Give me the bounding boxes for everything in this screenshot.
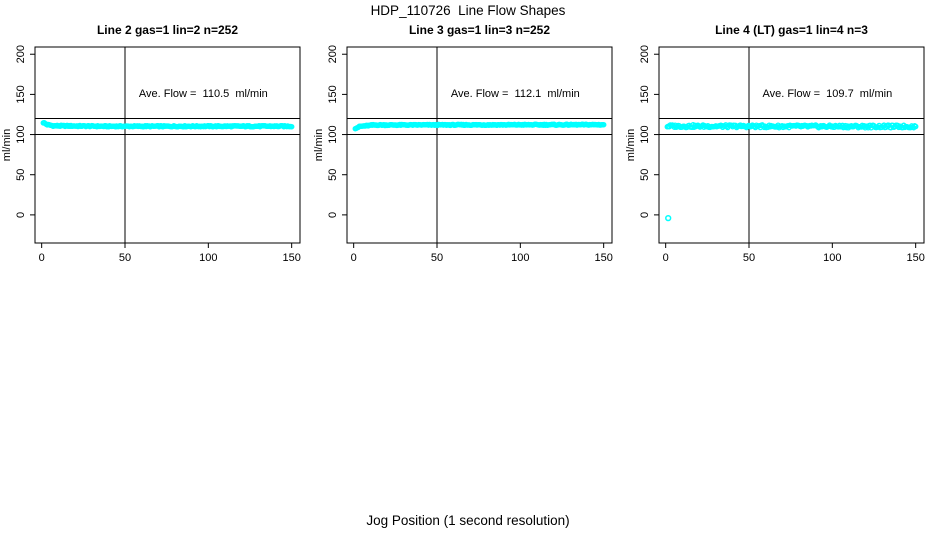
svg-text:100: 100 — [199, 252, 217, 264]
plot-box — [34, 46, 301, 244]
svg-text:0: 0 — [639, 212, 651, 218]
svg-text:200: 200 — [15, 45, 27, 63]
x-axis: 0 50 100 150 — [39, 243, 301, 264]
plot-box — [658, 46, 925, 244]
svg-text:150: 150 — [906, 252, 924, 264]
svg-text:200: 200 — [639, 45, 651, 63]
data-points — [40, 120, 295, 130]
svg-text:100: 100 — [327, 125, 339, 143]
svg-text:50: 50 — [15, 169, 27, 181]
svg-text:150: 150 — [639, 85, 651, 103]
figure-title: HDP_110726 Line Flow Shapes — [370, 3, 566, 18]
svg-text:50: 50 — [119, 252, 131, 264]
y-axis: 0 50 100 150 200 — [15, 45, 35, 218]
panel-line-4: Line 4 (LT) gas=1 lin=4 n=3 0 50 100 150 0 50 1… — [624, 15, 936, 275]
panel-title: Line 2 gas=1 lin=2 n=252 — [97, 23, 238, 37]
svg-text:50: 50 — [743, 252, 755, 264]
svg-text:0: 0 — [39, 252, 45, 264]
svg-text:0: 0 — [351, 252, 357, 264]
panel-line-4-plot: Line 4 (LT) gas=1 lin=4 n=3 0 50 100 150 0 50 1… — [625, 23, 925, 264]
panel-line-3: Line 3 gas=1 lin=3 n=252 0 50 100 150 0 50 100 1… — [312, 15, 624, 275]
panel-row: Line 2 gas=1 lin=2 n=252 0 50 100 150 0 50 100 1… — [0, 15, 936, 275]
panel-line-3-plot: Line 3 gas=1 lin=3 n=252 0 50 100 150 0 50 100 1… — [313, 23, 613, 264]
y-axis: 0 50 100 150 200 — [639, 45, 659, 218]
svg-text:100: 100 — [639, 125, 651, 143]
reference-lines — [347, 47, 612, 243]
y-axis-title: ml/min — [625, 129, 637, 161]
outlier-point — [665, 214, 672, 222]
reference-lines — [35, 47, 300, 243]
svg-text:150: 150 — [282, 252, 300, 264]
svg-text:150: 150 — [594, 252, 612, 264]
y-axis-title: ml/min — [1, 129, 13, 161]
svg-text:0: 0 — [663, 252, 669, 264]
reference-lines — [659, 47, 924, 243]
svg-text:150: 150 — [327, 85, 339, 103]
svg-text:50: 50 — [327, 169, 339, 181]
svg-text:0: 0 — [327, 212, 339, 218]
svg-text:50: 50 — [639, 169, 651, 181]
x-axis: 0 50 100 150 — [351, 243, 613, 264]
panel-title: Line 4 (LT) gas=1 lin=4 n=3 — [715, 23, 868, 37]
svg-text:100: 100 — [15, 125, 27, 143]
svg-text:100: 100 — [511, 252, 529, 264]
data-points — [352, 121, 607, 132]
data-points — [664, 122, 919, 222]
y-axis: 0 50 100 150 200 — [327, 45, 347, 218]
panel-line-2-plot: Line 2 gas=1 lin=2 n=252 0 50 100 150 0 50 100 1… — [1, 23, 301, 264]
panel-title: Line 3 gas=1 lin=3 n=252 — [409, 23, 550, 37]
plot-box — [346, 46, 613, 244]
svg-text:150: 150 — [15, 85, 27, 103]
ave-flow-annotation: Ave. Flow = 110.5 ml/min — [139, 88, 268, 100]
ave-flow-annotation: Ave. Flow = 109.7 ml/min — [762, 88, 892, 100]
x-axis-title: Jog Position (1 second resolution) — [366, 513, 570, 528]
svg-text:200: 200 — [327, 45, 339, 63]
x-axis: 0 50 100 150 — [663, 243, 925, 264]
ave-flow-annotation: Ave. Flow = 112.1 ml/min — [451, 88, 580, 100]
svg-text:50: 50 — [431, 252, 443, 264]
svg-text:0: 0 — [15, 212, 27, 218]
y-axis-title: ml/min — [313, 129, 325, 161]
panel-line-2: Line 2 gas=1 lin=2 n=252 0 50 100 150 0 50 100 1… — [0, 15, 312, 275]
svg-text:100: 100 — [823, 252, 841, 264]
